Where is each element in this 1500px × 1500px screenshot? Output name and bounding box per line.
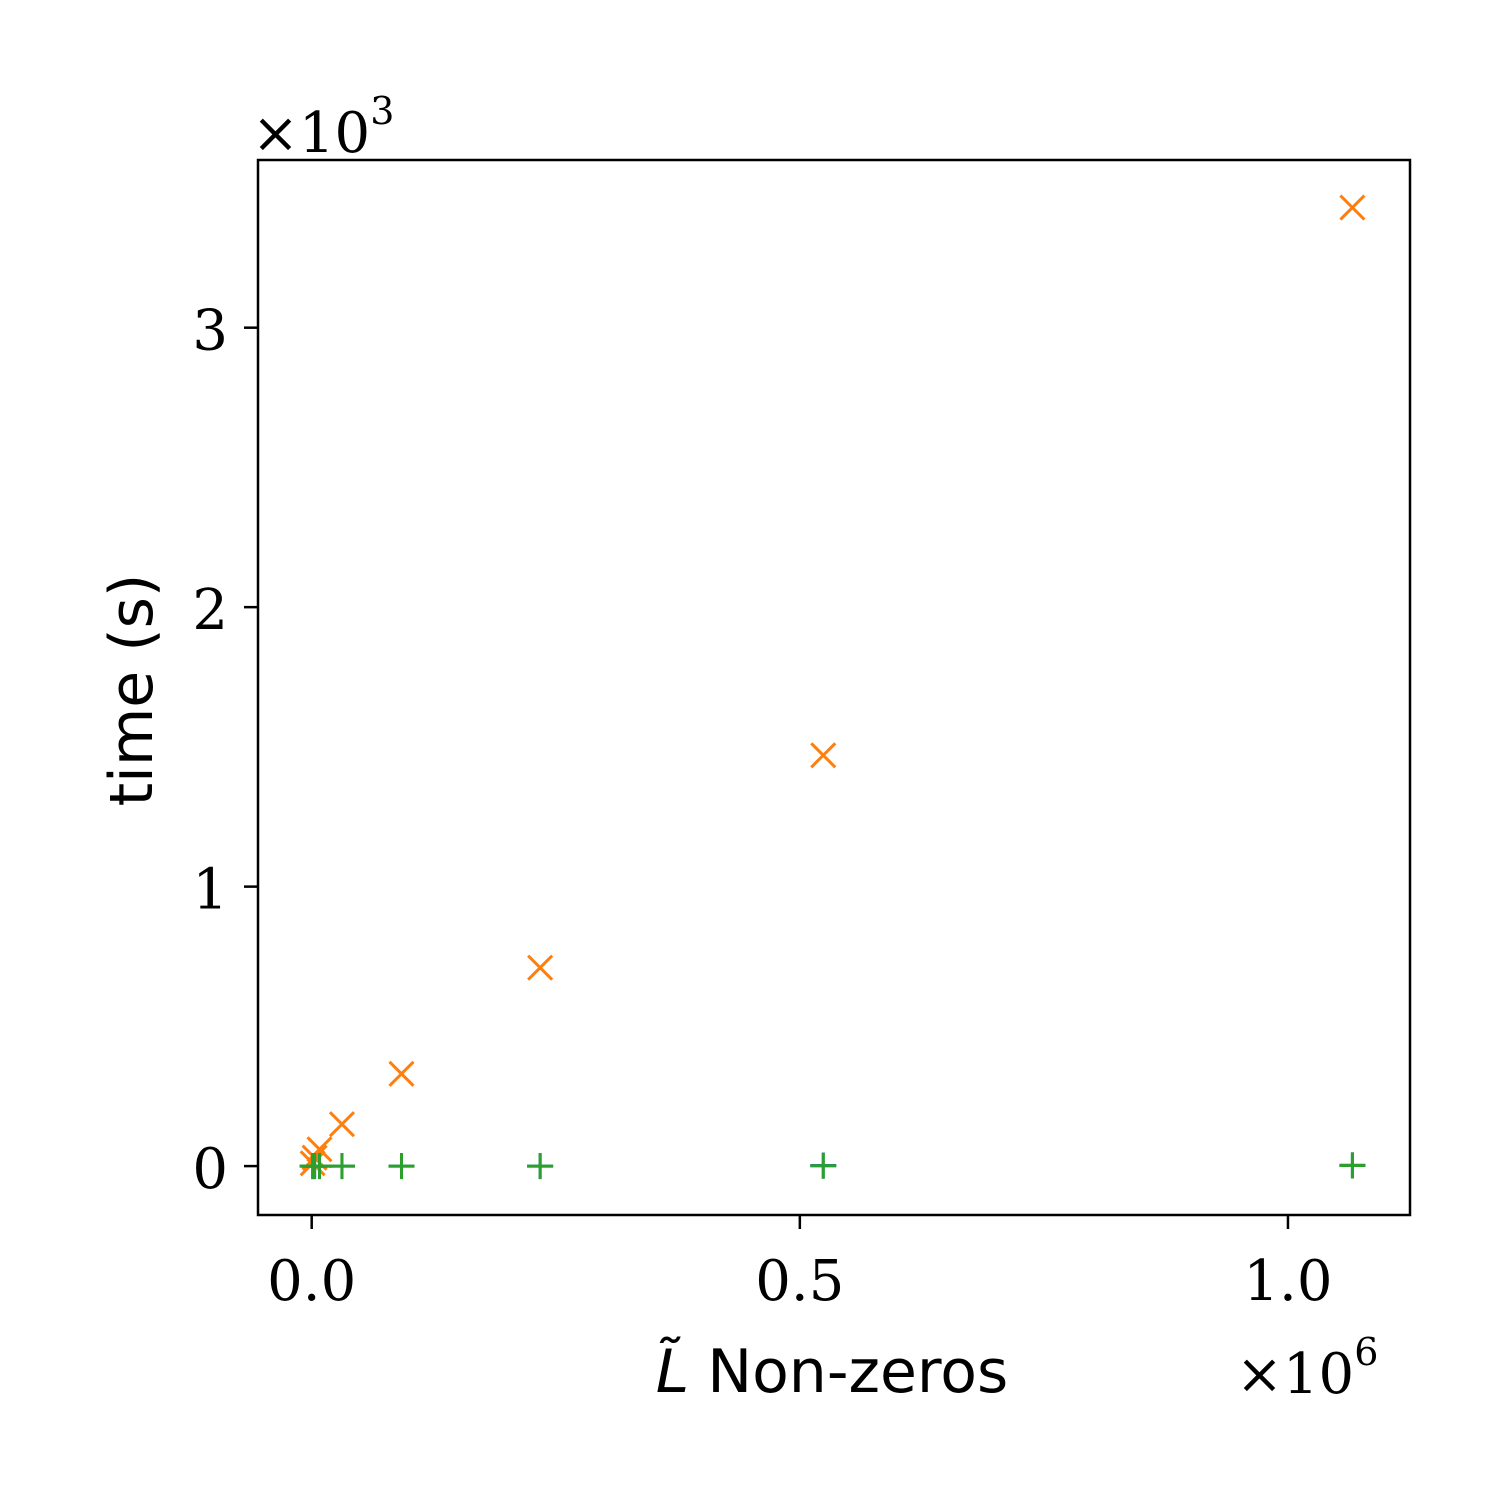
data-point xyxy=(306,1153,333,1180)
data-point xyxy=(1339,194,1366,221)
x-tick-label: 0.0 xyxy=(267,1249,356,1314)
points-layer xyxy=(299,194,1366,1180)
ticks-layer: 0.0 0.5 1.0 0 1 2 3 xyxy=(192,299,1332,1314)
data-point xyxy=(1339,1152,1366,1179)
data-point xyxy=(328,1111,356,1138)
x-axis-label: L̃ Non-zeros xyxy=(656,1336,1008,1407)
y-tick-label: 1 xyxy=(192,858,228,923)
data-point xyxy=(527,954,554,981)
x-tick-label: 1.0 xyxy=(1243,1249,1332,1314)
plot-frame xyxy=(256,158,1412,1217)
y-axis-label: time (s) xyxy=(97,574,167,807)
y-tick-label: 2 xyxy=(192,578,228,643)
data-point xyxy=(810,1152,837,1179)
data-point xyxy=(810,742,837,769)
x-axis-multiplier: ×106 xyxy=(1236,1330,1378,1407)
x-tick-label: 0.5 xyxy=(755,1249,844,1314)
data-point xyxy=(328,1153,355,1180)
data-point xyxy=(527,1153,554,1180)
data-point xyxy=(388,1060,415,1087)
y-axis-multiplier: ×103 xyxy=(252,89,394,166)
data-point xyxy=(388,1153,415,1180)
y-tick-label: 0 xyxy=(192,1137,228,1202)
y-tick-label: 3 xyxy=(192,299,228,364)
